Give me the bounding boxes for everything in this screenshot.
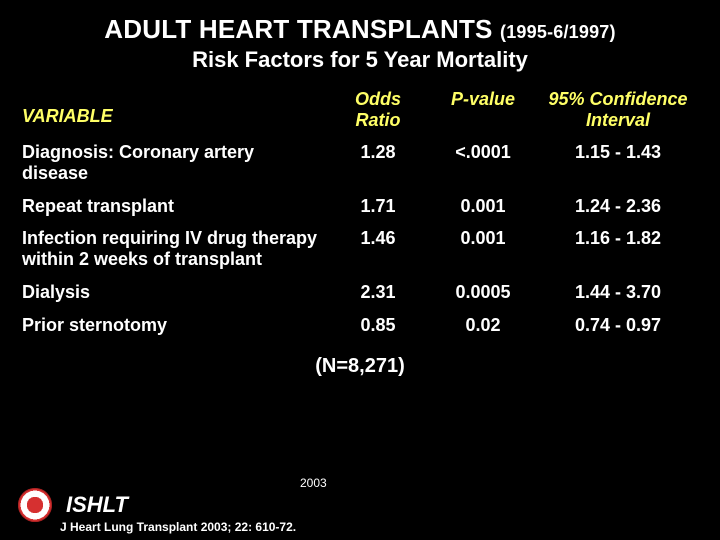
cell-odds-ratio: 1.28 bbox=[328, 136, 428, 189]
col-header-p-value: P-value bbox=[428, 83, 538, 136]
slide: ADULT HEART TRANSPLANTS (1995-6/1997) Ri… bbox=[0, 0, 720, 540]
risk-factor-table: VARIABLE Odds Ratio P-value 95% Confiden… bbox=[18, 83, 702, 341]
col-header-variable: VARIABLE bbox=[18, 100, 328, 137]
title-main: ADULT HEART TRANSPLANTS bbox=[104, 14, 492, 44]
citation: J Heart Lung Transplant 2003; 22: 610-72… bbox=[60, 520, 296, 534]
footer: ISHLT bbox=[18, 488, 128, 522]
cell-p-value: 0.001 bbox=[428, 190, 538, 223]
cell-ci: 1.44 - 3.70 bbox=[538, 276, 698, 309]
cell-odds-ratio: 2.31 bbox=[328, 276, 428, 309]
cell-p-value: <.0001 bbox=[428, 136, 538, 189]
cell-ci: 1.24 - 2.36 bbox=[538, 190, 698, 223]
page-title: ADULT HEART TRANSPLANTS (1995-6/1997) bbox=[18, 14, 702, 45]
cell-variable: Prior sternotomy bbox=[18, 309, 328, 342]
cell-variable: Diagnosis: Coronary artery disease bbox=[18, 136, 328, 189]
cell-odds-ratio: 1.71 bbox=[328, 190, 428, 223]
cell-odds-ratio: 1.46 bbox=[328, 222, 428, 275]
cell-p-value: 0.02 bbox=[428, 309, 538, 342]
cell-p-value: 0.0005 bbox=[428, 276, 538, 309]
col-header-ci: 95% Confidence Interval bbox=[538, 83, 698, 136]
cell-p-value: 0.001 bbox=[428, 222, 538, 275]
page-subtitle: Risk Factors for 5 Year Mortality bbox=[18, 47, 702, 73]
cell-variable: Dialysis bbox=[18, 276, 328, 309]
cell-ci: 0.74 - 0.97 bbox=[538, 309, 698, 342]
org-label: ISHLT bbox=[66, 492, 128, 518]
cell-variable: Infection requiring IV drug therapy with… bbox=[18, 222, 328, 275]
cell-variable: Repeat transplant bbox=[18, 190, 328, 223]
cell-odds-ratio: 0.85 bbox=[328, 309, 428, 342]
sample-size: (N=8,271) bbox=[18, 355, 702, 378]
title-years: (1995-6/1997) bbox=[500, 22, 616, 42]
cell-ci: 1.16 - 1.82 bbox=[538, 222, 698, 275]
cell-ci: 1.15 - 1.43 bbox=[538, 136, 698, 189]
col-header-odds-ratio: Odds Ratio bbox=[328, 83, 428, 136]
year-stamp: 2003 bbox=[300, 476, 327, 490]
ishlt-logo-icon bbox=[18, 488, 52, 522]
